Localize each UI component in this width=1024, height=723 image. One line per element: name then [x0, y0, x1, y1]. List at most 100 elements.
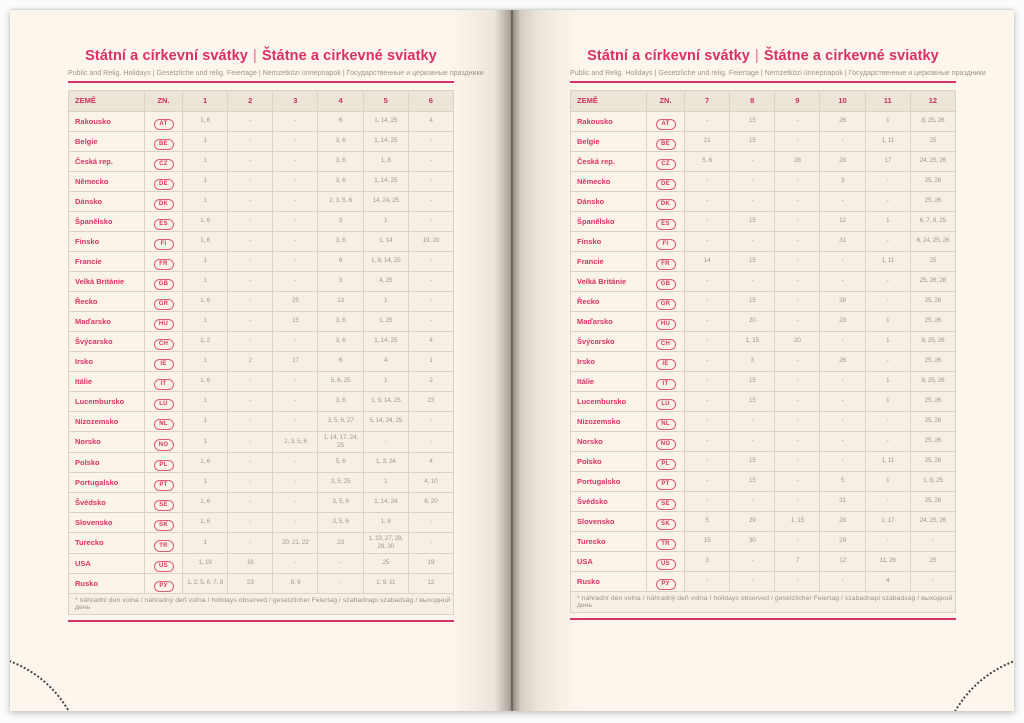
holiday-days-cell: -	[227, 170, 274, 192]
holiday-days-cell: 1, 14, 25	[362, 330, 409, 352]
country-code-cell: PT	[144, 471, 183, 493]
country-code-badge: AT	[153, 118, 174, 130]
holiday-days-cell: 1	[181, 150, 229, 172]
holiday-days-cell: -	[407, 210, 455, 232]
month-column-header: 6	[407, 89, 455, 112]
holiday-days-cell: 5, 6	[683, 150, 731, 172]
holiday-days-cell: 1, 6	[181, 110, 229, 132]
table-row: Belgie BE 1- -3, 6 1, 14, 25-	[68, 130, 455, 152]
country-code-cell: FI	[144, 230, 183, 252]
holiday-days-cell: 25	[909, 130, 957, 152]
holiday-days-cell: -	[819, 190, 866, 212]
holiday-days-cell: -	[729, 490, 776, 512]
holiday-days-cell: 28	[819, 290, 866, 312]
holiday-days-cell: -	[407, 190, 455, 212]
country-code-badge: HU	[655, 318, 676, 330]
holiday-days-cell: 25	[909, 550, 957, 572]
country-code-cell: GR	[144, 290, 183, 312]
holiday-days-cell: -	[227, 430, 274, 453]
month-column-header: 3	[272, 89, 319, 112]
holiday-days-cell: 30	[729, 530, 776, 552]
country-code-cell: LU	[646, 390, 685, 412]
table-row: Rusko РУ 1, 2, 5, 6, 7, 8 23 8, 9-1, 9, 11 12	[68, 572, 455, 594]
holiday-days-cell: 1, 6	[181, 230, 229, 252]
holiday-days-cell: 6	[317, 250, 364, 272]
holiday-days-cell: 1	[181, 130, 229, 152]
country-code-badge: CZ	[655, 158, 676, 170]
country-name-cell: Švédsko	[570, 490, 647, 512]
country-name-cell: Rakousko	[570, 110, 647, 132]
country-code-cell: DK	[144, 190, 183, 212]
holiday-days-cell: -	[227, 210, 274, 232]
holiday-days-cell: 1	[181, 350, 229, 372]
country-code-badge: IE	[153, 358, 174, 370]
holiday-days-cell: 15	[729, 110, 776, 132]
country-code-cell: AT	[144, 110, 183, 132]
holiday-days-cell: 25	[909, 250, 957, 272]
holiday-days-cell: 3	[729, 350, 776, 372]
table-row: USA US 1, 19 16- -25 19	[68, 552, 455, 574]
holiday-days-cell: 25, 26	[909, 390, 957, 412]
month-column-header: 9	[774, 89, 821, 112]
holiday-days-cell: 6, 24, 25, 26	[909, 230, 957, 252]
holiday-days-cell: -	[774, 170, 821, 192]
holiday-days-cell: 1	[181, 430, 229, 453]
holiday-days-cell: -	[819, 330, 866, 352]
table-row: Řecko GR -15-28-25, 26	[570, 290, 957, 312]
holiday-days-cell: 1, 14, 25	[362, 170, 409, 192]
holiday-days-cell: 1	[362, 210, 409, 232]
holiday-days-cell: 3, 5, 6	[317, 491, 364, 513]
country-code-badge: PT	[153, 479, 174, 491]
table-row: Itálie IT -15- -1 8, 25, 26	[570, 370, 957, 392]
code-column-header: ZN.	[646, 89, 685, 112]
holiday-days-cell: 1	[181, 250, 229, 272]
holiday-days-cell: -	[864, 490, 911, 512]
holiday-days-cell: -	[819, 390, 866, 412]
holiday-days-cell: -	[683, 470, 731, 492]
holiday-days-cell: 4	[864, 570, 911, 592]
holiday-days-cell: 3	[819, 170, 866, 192]
country-name-cell: Nizozemsko	[68, 410, 145, 432]
holiday-days-cell: 1, 15	[729, 330, 776, 352]
holiday-days-cell: 5	[683, 510, 731, 532]
country-code-cell: FR	[646, 250, 685, 272]
table-row: Portugalsko PT -15-5 1 1, 8, 25	[570, 470, 957, 492]
country-code-badge: LU	[655, 398, 676, 410]
holiday-days-cell: -	[774, 130, 821, 152]
holiday-days-cell: -	[819, 430, 866, 452]
country-code-cell: HU	[646, 310, 685, 332]
country-code-cell: PT	[646, 470, 685, 492]
holiday-days-cell: 20	[774, 330, 821, 352]
country-name-cell: Turecko	[68, 531, 145, 554]
holiday-days-cell: 31	[819, 490, 866, 512]
country-code-badge: РУ	[655, 578, 676, 590]
table-row: Polsko PL -15- -1, 11 25, 26	[570, 450, 957, 472]
holiday-days-cell: 6	[317, 350, 364, 372]
holiday-days-cell: 1	[407, 350, 455, 372]
holiday-days-cell: 17	[272, 350, 319, 372]
holiday-days-cell: 15	[729, 130, 776, 152]
country-code-badge: РУ	[153, 580, 174, 592]
table-row: Nizozemsko NL 1- -3, 5, 6, 27 5, 14, 24, 25-	[68, 410, 455, 432]
country-code-badge: BE	[153, 138, 174, 150]
country-name-cell: Rakousko	[68, 110, 145, 132]
holiday-days-cell: 1	[181, 170, 229, 192]
holiday-days-cell: -	[407, 430, 455, 453]
holiday-days-cell: 5, 6, 25	[317, 370, 364, 392]
table-row: Česká rep. CZ 1- -3, 6 1, 8-	[68, 150, 455, 172]
holiday-days-cell: -	[227, 330, 274, 352]
country-code-badge: ES	[153, 218, 174, 230]
country-code-cell: DE	[144, 170, 183, 192]
holiday-days-cell: 25, 26	[909, 450, 957, 472]
page-title: Státní a církevní svátky | Štátne a cirkev…	[68, 48, 454, 65]
table-row: Švýcarsko CH -1, 15 20-1 8, 25, 26	[570, 330, 957, 352]
holiday-days-cell: -	[729, 410, 776, 432]
country-code-cell: SE	[646, 490, 685, 512]
country-code-cell: SE	[144, 491, 183, 513]
country-name-cell: USA	[68, 552, 145, 574]
holiday-days-cell: -	[272, 451, 319, 473]
table-row: Lucembursko LU -15- -1 25, 26	[570, 390, 957, 412]
table-row: Rakousko AT 1, 6- -6 1, 14, 25 4	[68, 110, 455, 132]
country-code-badge: NL	[153, 418, 174, 430]
